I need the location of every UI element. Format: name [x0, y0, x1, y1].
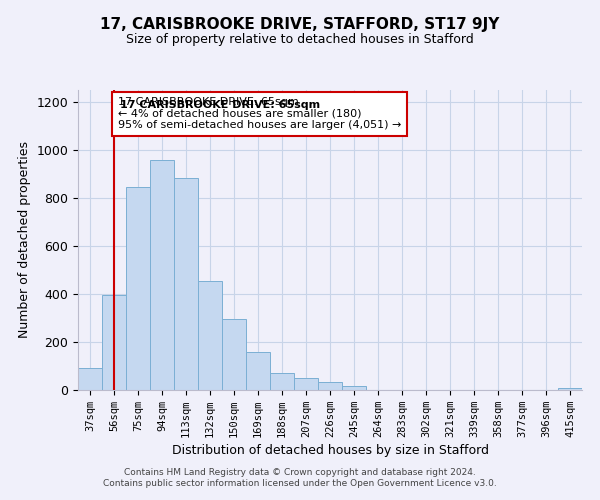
Text: 17, CARISBROOKE DRIVE, STAFFORD, ST17 9JY: 17, CARISBROOKE DRIVE, STAFFORD, ST17 9J… — [100, 18, 500, 32]
Bar — [150, 160, 174, 390]
Bar — [222, 319, 246, 390]
Text: Contains HM Land Registry data © Crown copyright and database right 2024.
Contai: Contains HM Land Registry data © Crown c… — [103, 468, 497, 487]
Text: 17 CARISBROOKE DRIVE: 65sqm
← 4% of detached houses are smaller (180)
95% of sem: 17 CARISBROOKE DRIVE: 65sqm ← 4% of deta… — [118, 97, 401, 130]
Bar — [174, 178, 198, 390]
X-axis label: Distribution of detached houses by size in Stafford: Distribution of detached houses by size … — [172, 444, 488, 457]
Bar — [294, 378, 318, 390]
Bar — [270, 373, 294, 390]
Text: Size of property relative to detached houses in Stafford: Size of property relative to detached ho… — [126, 32, 474, 46]
Bar — [318, 382, 342, 390]
Bar — [78, 368, 102, 390]
Bar — [198, 281, 222, 390]
Bar — [102, 295, 126, 390]
Text: 17 CARISBROOKE DRIVE: 65sqm: 17 CARISBROOKE DRIVE: 65sqm — [119, 100, 320, 110]
Bar — [126, 187, 150, 390]
Bar — [342, 386, 366, 390]
Bar — [558, 388, 582, 390]
Y-axis label: Number of detached properties: Number of detached properties — [18, 142, 31, 338]
Bar — [246, 352, 270, 390]
